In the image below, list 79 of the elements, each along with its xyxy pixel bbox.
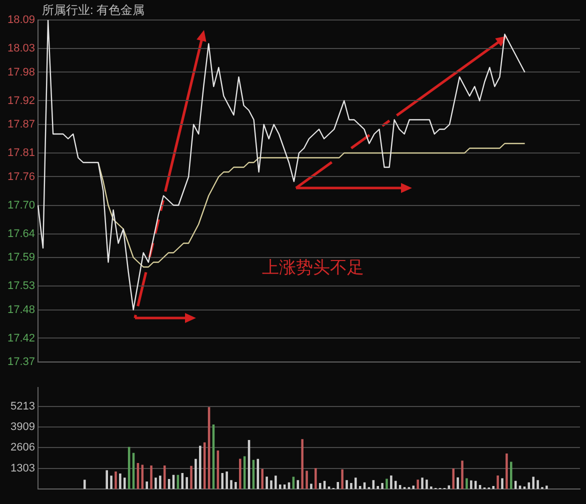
bar <box>230 480 232 489</box>
bar <box>346 480 348 489</box>
y-tick-label: 17.64 <box>7 228 35 240</box>
bar <box>106 470 108 489</box>
y-tick-label: 17.42 <box>7 332 35 344</box>
bar <box>261 468 264 489</box>
bar <box>390 476 392 489</box>
bar <box>234 482 237 489</box>
bar <box>546 486 548 489</box>
bar <box>492 486 494 489</box>
bar <box>412 486 415 489</box>
bar <box>510 462 512 489</box>
bar <box>506 453 508 489</box>
bar <box>470 480 472 489</box>
bar <box>110 476 112 489</box>
bar <box>381 482 384 489</box>
y-tick-label: 17.70 <box>7 199 35 212</box>
bar <box>336 482 340 489</box>
chart-title: 所属行业: 有色金属 <box>42 2 145 19</box>
bar <box>386 478 388 489</box>
bar <box>430 486 432 489</box>
y-tick-label: 17.92 <box>7 94 35 107</box>
y-tick-label: 17.81 <box>7 147 35 160</box>
bar <box>496 476 499 489</box>
bar <box>296 480 300 489</box>
bar <box>150 466 152 489</box>
bar <box>278 484 282 489</box>
bar <box>270 480 272 489</box>
y-tick-label: 1303 <box>10 462 35 474</box>
bar <box>354 478 357 489</box>
bar <box>394 480 397 489</box>
bar <box>283 484 286 489</box>
y-tick-label: 17.76 <box>7 170 35 183</box>
y-tick-label: 5213 <box>10 400 35 412</box>
bar <box>536 480 539 489</box>
bar <box>501 478 504 489</box>
y-tick-label: 17.48 <box>7 304 35 316</box>
bar <box>199 446 202 489</box>
bar <box>310 484 312 489</box>
bar <box>226 472 228 489</box>
bar <box>266 476 268 489</box>
y-tick-label: 2606 <box>10 442 35 454</box>
y-tick-label: 17.37 <box>7 356 35 368</box>
bar <box>84 480 86 489</box>
bar <box>119 473 122 489</box>
y-tick-label: 3909 <box>10 421 35 434</box>
bar <box>154 478 157 489</box>
annotation: 上涨势头不足 <box>262 257 364 279</box>
bar <box>194 458 197 489</box>
bar <box>518 486 522 489</box>
bar <box>124 478 126 489</box>
bar <box>372 480 375 489</box>
bar <box>190 466 192 489</box>
bar <box>456 477 459 489</box>
y-tick-label: 17.53 <box>7 280 35 292</box>
y-tick-label: 17.87 <box>7 118 35 131</box>
bar <box>146 482 148 489</box>
bar <box>350 482 352 489</box>
bar <box>301 439 304 489</box>
y-tick-label: 17.98 <box>7 66 35 78</box>
bar <box>306 470 308 489</box>
bar <box>532 476 534 489</box>
bar <box>461 460 464 489</box>
bar <box>421 478 424 489</box>
bar <box>314 468 317 489</box>
bar <box>114 472 117 489</box>
bar <box>341 469 344 489</box>
y-tick-label: 17.59 <box>7 252 35 264</box>
bar <box>221 472 224 489</box>
y-tick-label: 18.09 <box>7 14 35 26</box>
bar <box>274 476 277 489</box>
bar <box>186 477 188 489</box>
bar <box>426 480 428 489</box>
bar <box>159 476 162 489</box>
bar <box>239 458 242 489</box>
bar <box>376 486 379 489</box>
y-tick-label: 18.03 <box>7 42 35 55</box>
bar <box>416 480 419 489</box>
bar <box>466 478 468 489</box>
